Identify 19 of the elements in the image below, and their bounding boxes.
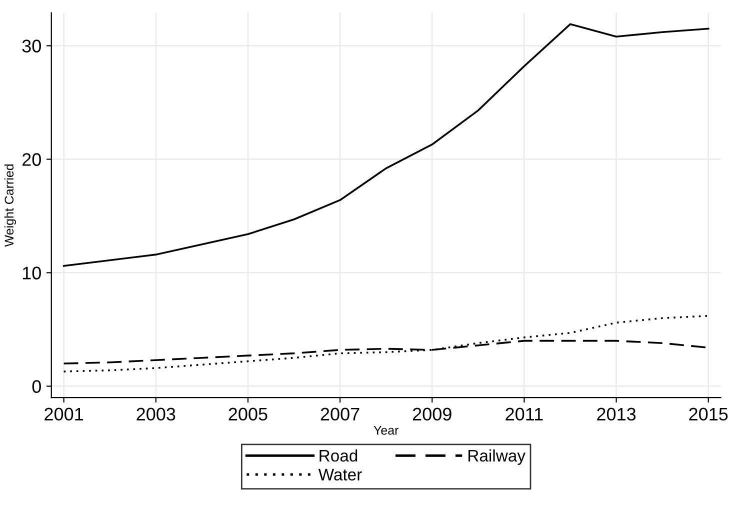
y-tick-label: 0: [32, 380, 41, 393]
line-series: [62, 314, 710, 372]
legend-label: Water: [318, 468, 362, 480]
legend-label: Railway: [468, 449, 526, 465]
x-tick-label: 2005: [228, 408, 268, 421]
x-tick-label: 2013: [597, 408, 636, 421]
x-tick-label: 2009: [412, 408, 452, 421]
x-tick-label: 2015: [689, 408, 728, 421]
x-axis-title: Year: [374, 426, 399, 435]
y-axis-title: Weight Carried: [4, 164, 16, 247]
y-tick-label: 20: [22, 153, 41, 166]
x-tick-label: 2003: [136, 408, 176, 421]
y-tick-label: 10: [22, 266, 41, 280]
legend-label: Road: [320, 449, 358, 462]
x-tick-label: 2011: [506, 408, 543, 421]
x-tick-label: 2007: [320, 408, 360, 421]
x-tick-label: 2001: [44, 408, 84, 421]
y-tick-label: 30: [22, 40, 41, 52]
line-series: [62, 23, 710, 267]
